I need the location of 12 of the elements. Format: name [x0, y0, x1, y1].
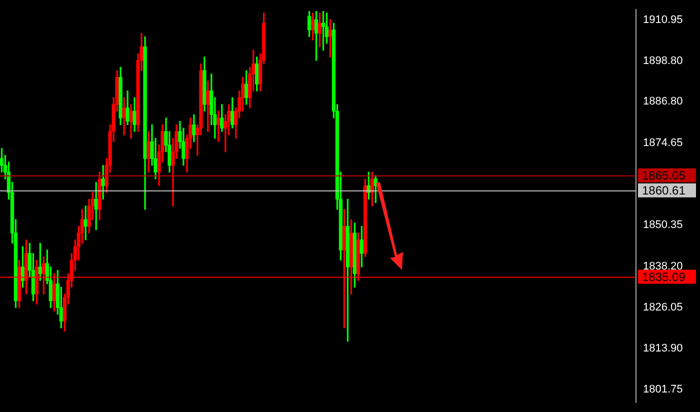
- ref-line-label: 1835.09: [642, 270, 686, 284]
- y-tick-label: 1850.35: [643, 219, 683, 232]
- y-tick-label: 1886.80: [643, 96, 683, 108]
- y-tick-label: 1813.90: [643, 342, 683, 355]
- y-tick-label: 1910.95: [643, 14, 683, 26]
- ref-line-label: 1860.61: [642, 184, 686, 198]
- y-tick-label: 1826.05: [643, 301, 683, 314]
- ref-line-label: 1865.05: [642, 168, 686, 183]
- y-tick-label: 1838.20: [643, 260, 683, 272]
- y-tick-label: 1898.80: [643, 55, 683, 68]
- y-tick-label: 1874.65: [643, 136, 683, 149]
- y-tick-label: 1801.75: [643, 384, 683, 396]
